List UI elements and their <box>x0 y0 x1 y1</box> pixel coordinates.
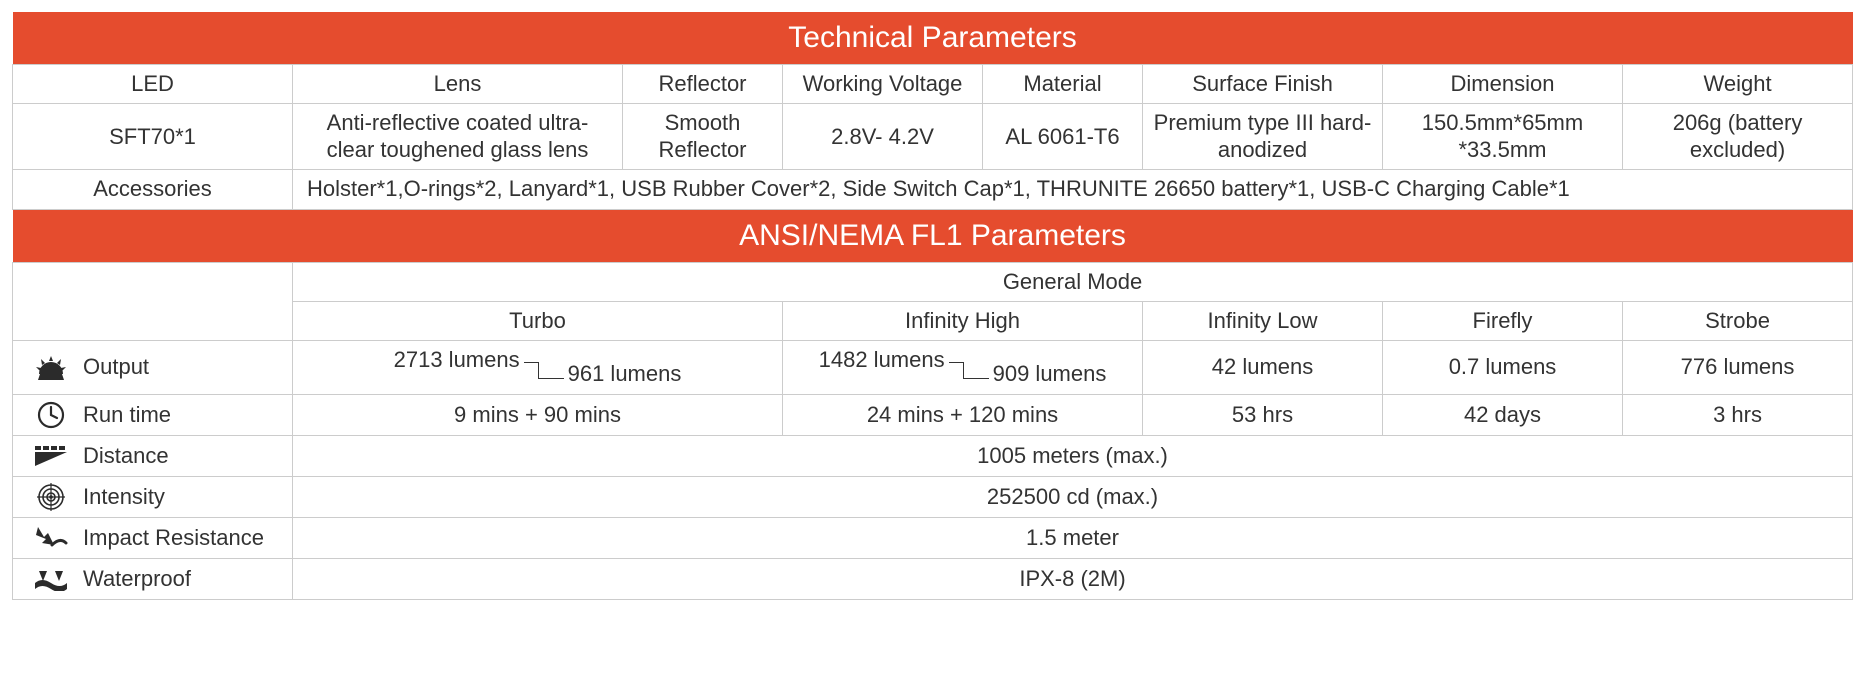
th-lens: Lens <box>293 65 623 104</box>
output-strobe: 776 lumens <box>1623 341 1853 394</box>
output-ihigh: 1482 lumens 909 lumens <box>783 341 1143 394</box>
runtime-strobe: 3 hrs <box>1623 394 1853 435</box>
distance-icon <box>33 442 69 470</box>
distance-value: 1005 meters (max.) <box>293 435 1853 476</box>
impact-value: 1.5 meter <box>293 517 1853 558</box>
waterproof-icon <box>33 565 69 593</box>
intensity-value: 252500 cd (max.) <box>293 476 1853 517</box>
val-weight: 206g (battery excluded) <box>1623 104 1853 170</box>
distance-label: Distance <box>83 443 169 469</box>
spec-table: Technical Parameters LED Lens Reflector … <box>12 12 1853 600</box>
runtime-ihigh: 24 mins + 120 mins <box>783 394 1143 435</box>
mode-infinity-low: Infinity Low <box>1143 301 1383 340</box>
fl1-blank-corner <box>13 262 293 341</box>
val-lens: Anti-reflective coated ultra-clear tough… <box>293 104 623 170</box>
th-finish: Surface Finish <box>1143 65 1383 104</box>
intensity-icon <box>33 483 69 511</box>
val-reflector: Smooth Reflector <box>623 104 783 170</box>
runtime-turbo: 9 mins + 90 mins <box>293 394 783 435</box>
tech-header-row: LED Lens Reflector Working Voltage Mater… <box>13 65 1853 104</box>
mode-strobe: Strobe <box>1623 301 1853 340</box>
waterproof-label: Waterproof <box>83 566 191 592</box>
fl1-title: ANSI/NEMA FL1 Parameters <box>13 209 1853 262</box>
val-material: AL 6061-T6 <box>983 104 1143 170</box>
runtime-label: Run time <box>83 402 171 428</box>
intensity-label: Intensity <box>83 484 165 510</box>
output-turbo-hi: 2713 lumens <box>394 347 520 373</box>
impact-icon <box>33 524 69 552</box>
output-icon <box>33 354 69 382</box>
row-impact: Impact Resistance 1.5 meter <box>13 517 1853 558</box>
step-down-icon <box>524 362 564 380</box>
th-led: LED <box>13 65 293 104</box>
output-ihigh-lo: 909 lumens <box>993 361 1107 387</box>
output-firefly: 0.7 lumens <box>1383 341 1623 394</box>
th-dimension: Dimension <box>1383 65 1623 104</box>
row-waterproof: Waterproof IPX-8 (2M) <box>13 558 1853 599</box>
waterproof-value: IPX-8 (2M) <box>293 558 1853 599</box>
step-down-icon <box>949 362 989 380</box>
val-finish: Premium type III hard-anodized <box>1143 104 1383 170</box>
accessories-value: Holster*1,O-rings*2, Lanyard*1, USB Rubb… <box>293 170 1853 209</box>
row-distance: Distance 1005 meters (max.) <box>13 435 1853 476</box>
output-turbo-lo: 961 lumens <box>568 361 682 387</box>
row-intensity: Intensity 252500 cd (max.) <box>13 476 1853 517</box>
val-led: SFT70*1 <box>13 104 293 170</box>
row-runtime: Run time 9 mins + 90 mins 24 mins + 120 … <box>13 394 1853 435</box>
val-voltage: 2.8V- 4.2V <box>783 104 983 170</box>
row-output: Output 2713 lumens 961 lumens 1482 lumen… <box>13 341 1853 394</box>
output-ilow: 42 lumens <box>1143 341 1383 394</box>
runtime-icon <box>33 401 69 429</box>
th-weight: Weight <box>1623 65 1853 104</box>
tech-params-title: Technical Parameters <box>13 12 1853 65</box>
accessories-row: Accessories Holster*1,O-rings*2, Lanyard… <box>13 170 1853 209</box>
accessories-label: Accessories <box>13 170 293 209</box>
val-dimension: 150.5mm*65mm *33.5mm <box>1383 104 1623 170</box>
impact-label: Impact Resistance <box>83 525 264 551</box>
output-label: Output <box>83 354 149 380</box>
output-ihigh-hi: 1482 lumens <box>819 347 945 373</box>
output-turbo: 2713 lumens 961 lumens <box>293 341 783 394</box>
mode-turbo: Turbo <box>293 301 783 340</box>
general-mode-label: General Mode <box>293 262 1853 301</box>
tech-value-row: SFT70*1 Anti-reflective coated ultra-cle… <box>13 104 1853 170</box>
th-reflector: Reflector <box>623 65 783 104</box>
mode-firefly: Firefly <box>1383 301 1623 340</box>
mode-infinity-high: Infinity High <box>783 301 1143 340</box>
th-material: Material <box>983 65 1143 104</box>
th-voltage: Working Voltage <box>783 65 983 104</box>
runtime-firefly: 42 days <box>1383 394 1623 435</box>
runtime-ilow: 53 hrs <box>1143 394 1383 435</box>
